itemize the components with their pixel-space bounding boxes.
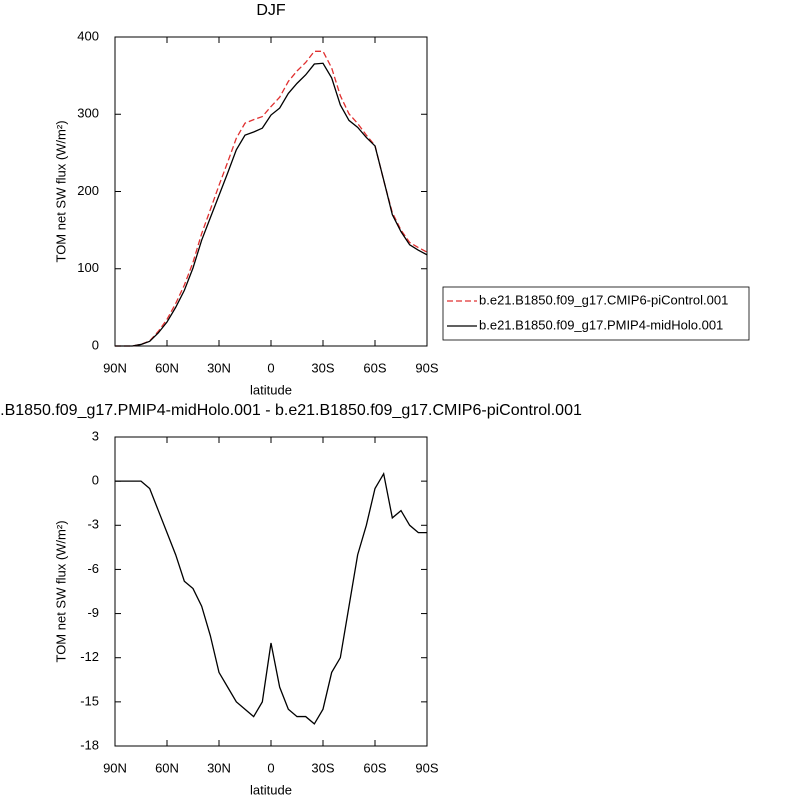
x-tick-label: 30S bbox=[311, 360, 334, 375]
x-axis-label: latitude bbox=[250, 782, 292, 797]
y-tick-label: -9 bbox=[87, 605, 99, 620]
y-tick-label: 200 bbox=[77, 183, 99, 198]
x-tick-label: 60S bbox=[363, 760, 386, 775]
legend-label: b.e21.B1850.f09_g17.CMIP6-piControl.001 bbox=[479, 292, 728, 307]
plot-frame bbox=[114, 36, 428, 347]
plot-frame bbox=[114, 436, 428, 747]
x-tick-label: 90N bbox=[103, 360, 127, 375]
y-tick-label: -15 bbox=[80, 693, 99, 708]
y-tick-label: 300 bbox=[77, 106, 99, 121]
y-tick-label: -3 bbox=[87, 517, 99, 532]
y-tick-label: 3 bbox=[92, 428, 99, 443]
y-tick-label: -6 bbox=[87, 561, 99, 576]
x-tick-label: 0 bbox=[267, 360, 274, 375]
y-tick-label: 400 bbox=[77, 28, 99, 43]
x-tick-label: 0 bbox=[267, 760, 274, 775]
title: DJF bbox=[256, 2, 286, 19]
x-tick-label: 90N bbox=[103, 760, 127, 775]
legend-label: b.e21.B1850.f09_g17.PMIP4-midHolo.001 bbox=[479, 317, 723, 332]
y-axis-label: TOM net SW flux (W/m²) bbox=[53, 520, 68, 662]
x-tick-label: 60N bbox=[155, 360, 179, 375]
y-tick-label: -18 bbox=[80, 737, 99, 752]
legend-box bbox=[442, 286, 750, 341]
x-tick-label: 60S bbox=[363, 360, 386, 375]
x-tick-label: 30N bbox=[207, 760, 231, 775]
data-line bbox=[115, 62, 428, 347]
y-tick-label: -12 bbox=[80, 649, 99, 664]
x-tick-label: 90S bbox=[415, 360, 438, 375]
x-tick-label: 30N bbox=[207, 360, 231, 375]
x-tick-label: 90S bbox=[415, 760, 438, 775]
x-tick-label: 60N bbox=[155, 760, 179, 775]
data-line bbox=[115, 471, 427, 725]
y-tick-label: 0 bbox=[92, 473, 99, 488]
data-line bbox=[115, 50, 428, 347]
title: b.e21.B1850.f09_g17.PMIP4-midHolo.001 - … bbox=[0, 402, 582, 419]
y-tick-label: 100 bbox=[77, 260, 99, 275]
y-axis-label: TOM net SW flux (W/m²) bbox=[53, 120, 68, 262]
x-axis-label: latitude bbox=[250, 382, 292, 397]
x-tick-label: 30S bbox=[311, 760, 334, 775]
y-tick-label: 0 bbox=[92, 337, 99, 352]
